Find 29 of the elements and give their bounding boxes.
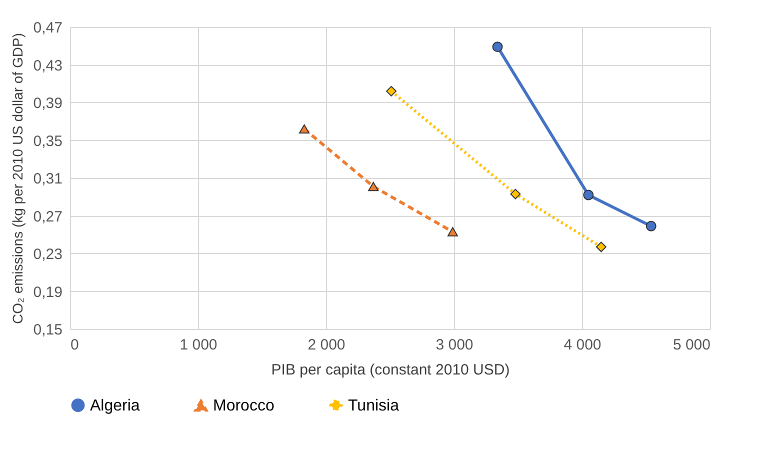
- y-tick-label: 0,47: [33, 20, 62, 36]
- y-axis-title: CO₂ emissions (kg per 2010 US dollar of GDP): [9, 33, 26, 324]
- y-tick-label: 0,39: [33, 95, 62, 112]
- y-tick-label: 0,35: [33, 132, 62, 150]
- y-tick-label: 0,19: [33, 284, 62, 301]
- y-tick-label: 0,43: [33, 57, 62, 74]
- point: [492, 42, 503, 52]
- point: [596, 242, 606, 252]
- point: [298, 124, 310, 134]
- y-tick-label: 0,15: [33, 322, 62, 338]
- y-tick-label: 0,27: [33, 208, 62, 226]
- x-tick-label: 3 000: [436, 336, 474, 354]
- point: [447, 227, 458, 236]
- point: [386, 86, 397, 96]
- point: [583, 190, 594, 200]
- y-tick-label: 0,23: [33, 246, 62, 263]
- legend-label: Tunisia: [348, 397, 400, 414]
- x-tick-label: 1 000: [180, 336, 218, 354]
- legend-label: Algeria: [90, 397, 140, 414]
- x-tick-label: 0: [70, 336, 79, 354]
- point: [510, 188, 521, 200]
- x-tick-label: 5 000: [672, 336, 710, 354]
- legend-label: Morocco: [213, 398, 274, 415]
- y-tick-label: 0,31: [33, 170, 62, 188]
- point: [368, 182, 379, 192]
- x-tick-label: 4 000: [564, 336, 602, 354]
- point: [646, 220, 656, 232]
- x-tick-label: 2 000: [308, 336, 346, 354]
- x-axis-title: PIB per capita (constant 2010 USD): [271, 362, 510, 378]
